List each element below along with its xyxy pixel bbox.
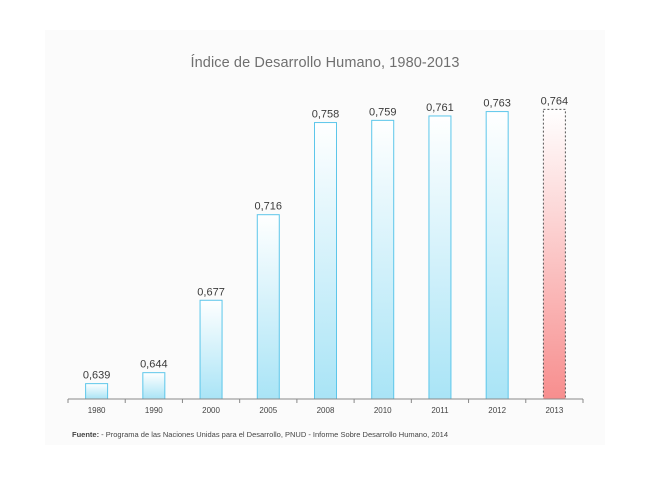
bar-2012 [485,111,509,400]
x-tick-label: 2000 [202,406,220,415]
x-tick-label: 2008 [317,406,335,415]
bar-2013 [542,108,566,400]
data-label: 0,761 [426,102,454,114]
x-tick-label: 1980 [88,406,106,415]
chart-title: Índice de Desarrollo Humano, 1980-2013 [191,54,460,71]
x-tick-label: 2012 [488,406,506,415]
x-tick-label: 2013 [545,406,563,415]
source-text: - Programa de las Naciones Unidas para e… [99,430,448,439]
bar-2011 [428,115,452,400]
data-label: 0,716 [255,201,283,213]
data-label: 0,677 [197,286,225,298]
bar-2005 [256,214,280,400]
source-note: Fuente: - Programa de las Naciones Unida… [72,430,448,439]
bar-2008 [314,122,337,400]
data-label: 0,758 [312,109,340,121]
x-tick-label: 1990 [145,406,163,415]
data-label: 0,763 [483,98,511,110]
data-label: 0,764 [541,95,569,107]
data-label: 0,759 [369,106,397,118]
bar-1990 [142,372,166,400]
source-label: Fuente: [72,430,100,439]
bar-2000 [199,299,223,400]
x-tick-label: 2010 [374,406,392,415]
x-tick-label: 2011 [431,406,449,415]
data-label: 0,644 [140,359,168,371]
bar-2010 [371,119,395,400]
x-tick-label: 2005 [259,406,277,415]
bar-1980 [85,383,109,400]
data-label: 0,639 [83,370,111,382]
